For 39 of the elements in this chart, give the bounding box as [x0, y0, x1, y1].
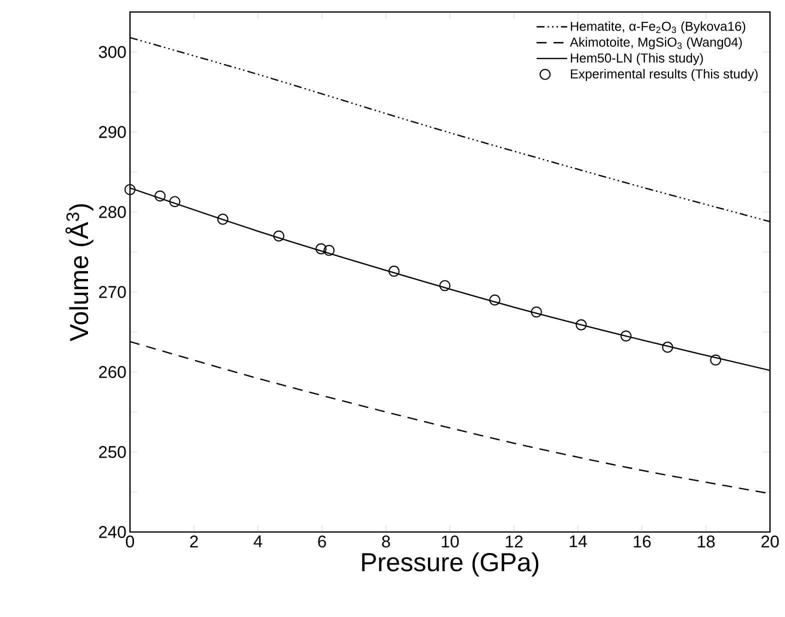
x-tick-label: 12 — [506, 536, 523, 548]
x-tick-label: 14 — [570, 536, 587, 548]
point — [530, 306, 542, 318]
y-tick-label: 240 — [99, 526, 126, 538]
point — [324, 244, 335, 256]
point — [710, 354, 722, 366]
x-axis-title: Pressure (GPa) — [362, 552, 538, 576]
y-tick-label: 280 — [99, 206, 126, 218]
y-tick-label: 290 — [99, 126, 126, 138]
x-tick-label: 2 — [190, 536, 198, 548]
x-tick-label: 16 — [634, 536, 651, 548]
point — [620, 330, 632, 342]
legend-label: Akimotoite, MgSiO$_{3}$ (Wang04) — [570, 37, 742, 50]
point — [154, 190, 166, 202]
point — [576, 319, 587, 330]
y-axis-title: Volume (Å$^{3}$) — [65, 204, 94, 342]
legend-label: Hem50-LN (This study) — [570, 53, 703, 66]
x-tick-label: 4 — [254, 536, 262, 548]
point — [439, 280, 450, 292]
y-tick-label: 300 — [98, 46, 126, 58]
y-tick-label: 270 — [99, 286, 126, 298]
point — [388, 266, 400, 277]
y-tick-label: 260 — [99, 366, 126, 378]
point — [169, 196, 180, 208]
x-tick-label: 8 — [382, 536, 390, 548]
point — [273, 230, 284, 242]
legend-label: Experimental results (This study) — [570, 68, 758, 82]
legend-label: Hematite, α-Fe$_{2}$O$_{3}$ (Bykova16) — [570, 21, 746, 34]
y-tick-label: 250 — [99, 446, 126, 458]
point — [489, 294, 500, 306]
x-tick-label: 10 — [442, 536, 459, 548]
x-tick-label: 20 — [761, 536, 779, 548]
x-tick-label: 6 — [318, 536, 326, 548]
point — [316, 243, 327, 254]
point — [662, 342, 674, 353]
x-tick-label: 18 — [698, 536, 715, 548]
point — [124, 184, 136, 196]
x-tick-label: 0 — [126, 536, 134, 548]
point — [217, 214, 228, 225]
